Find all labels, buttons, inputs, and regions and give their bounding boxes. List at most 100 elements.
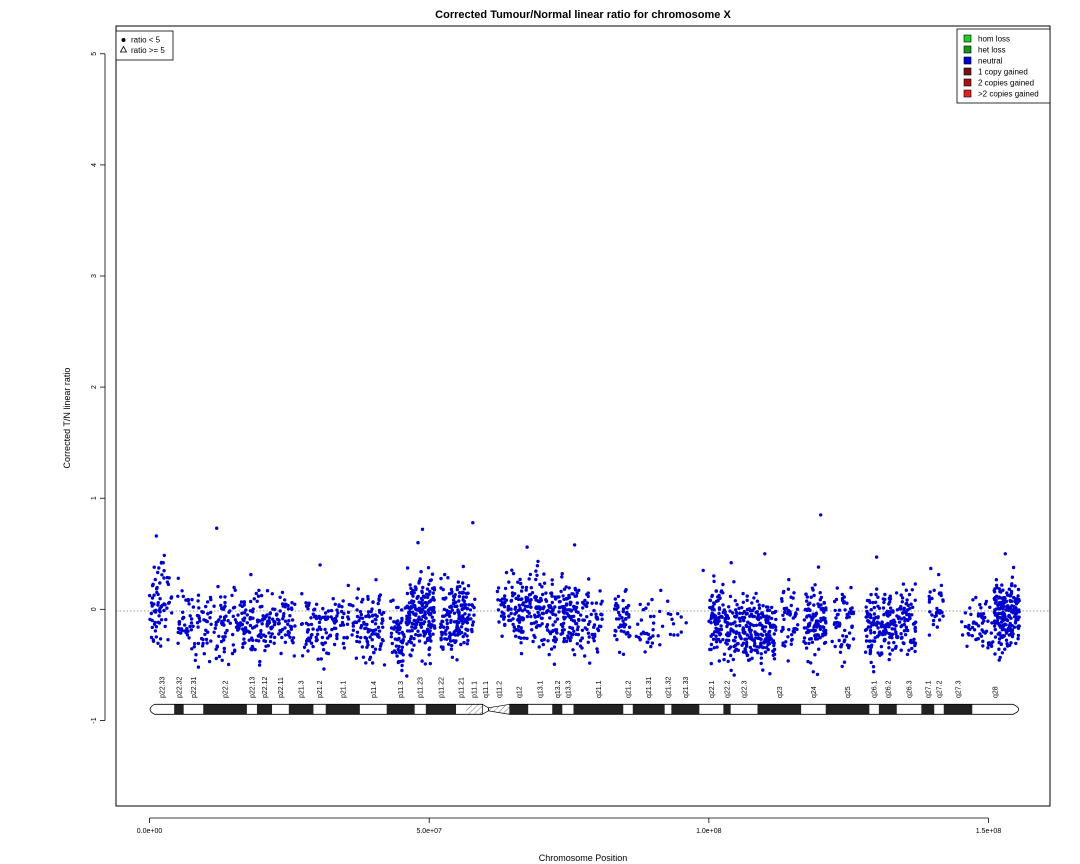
data-point <box>420 527 425 531</box>
data-point <box>516 624 521 629</box>
data-point <box>712 579 716 584</box>
data-point <box>204 619 209 623</box>
data-point <box>819 513 823 517</box>
data-point <box>1011 632 1015 636</box>
data-point <box>300 654 305 658</box>
data-point <box>441 645 445 649</box>
data-point <box>513 612 517 616</box>
data-point <box>207 659 212 664</box>
data-point <box>525 609 530 614</box>
data-point <box>592 625 596 629</box>
data-point <box>526 604 530 609</box>
data-point <box>158 606 162 611</box>
data-point <box>189 617 194 621</box>
data-point <box>621 609 625 614</box>
data-point <box>254 638 259 643</box>
data-point <box>461 595 466 599</box>
ideogram-band <box>878 704 897 715</box>
band-label: q27.2 <box>936 680 943 698</box>
data-point <box>518 577 522 582</box>
ideogram-band <box>466 704 483 715</box>
data-point <box>552 635 557 639</box>
data-point <box>832 622 837 627</box>
data-point <box>309 641 314 645</box>
data-point <box>445 618 449 622</box>
data-point <box>849 585 853 590</box>
data-point <box>900 623 904 627</box>
data-point <box>734 608 738 612</box>
data-point <box>572 653 577 657</box>
data-point <box>503 622 507 627</box>
data-point <box>1016 594 1020 598</box>
data-point <box>519 597 523 602</box>
data-point <box>272 623 277 627</box>
data-point <box>566 634 570 638</box>
data-point <box>719 624 723 628</box>
data-point <box>822 632 826 636</box>
data-point <box>645 631 649 636</box>
data-point <box>928 610 932 614</box>
data-point <box>813 583 817 587</box>
data-point <box>592 639 596 643</box>
data-point <box>764 605 769 609</box>
data-point <box>710 593 714 598</box>
data-point <box>876 626 880 630</box>
data-point <box>792 627 796 631</box>
data-point <box>407 619 412 624</box>
data-point <box>1008 643 1012 647</box>
data-point <box>405 642 409 646</box>
data-point <box>407 601 412 605</box>
data-point <box>842 600 847 604</box>
data-point <box>366 594 370 599</box>
data-point <box>340 620 345 625</box>
data-point <box>187 636 191 640</box>
data-point <box>902 641 906 646</box>
data-point <box>473 597 477 601</box>
data-point <box>465 634 469 638</box>
data-point <box>502 615 507 619</box>
data-point <box>186 629 190 633</box>
data-point <box>222 646 226 651</box>
data-point <box>731 638 736 643</box>
plot-frame <box>115 25 1051 807</box>
data-point <box>650 641 655 645</box>
data-point <box>755 645 759 649</box>
data-point <box>397 644 401 649</box>
data-point <box>867 639 872 643</box>
data-point <box>750 636 754 640</box>
data-point <box>617 625 621 629</box>
data-point <box>711 637 716 641</box>
data-point <box>206 612 210 616</box>
data-point <box>585 604 589 609</box>
data-point <box>723 618 727 622</box>
data-point <box>764 618 768 622</box>
data-point <box>537 645 541 649</box>
data-point <box>557 606 562 610</box>
data-point <box>734 610 739 615</box>
data-point <box>711 605 715 609</box>
data-point <box>409 586 413 591</box>
data-point <box>158 610 162 614</box>
data-point <box>166 638 170 642</box>
data-point <box>428 606 432 610</box>
data-point <box>450 655 455 659</box>
data-point <box>666 599 670 603</box>
data-point <box>460 591 464 595</box>
data-point <box>1007 587 1011 591</box>
data-point <box>421 622 426 626</box>
data-point <box>256 594 261 598</box>
data-point <box>729 645 733 649</box>
data-point <box>534 606 538 610</box>
data-point <box>462 587 467 591</box>
band-label: q22.2 <box>725 680 732 698</box>
data-point <box>154 625 159 629</box>
data-point <box>423 641 427 645</box>
data-point <box>568 631 573 636</box>
ideogram-band <box>552 704 563 715</box>
data-point <box>401 639 405 643</box>
data-point <box>516 608 521 613</box>
data-point <box>528 600 532 604</box>
data-point <box>324 617 328 622</box>
data-point <box>249 599 253 604</box>
data-point <box>162 553 166 558</box>
